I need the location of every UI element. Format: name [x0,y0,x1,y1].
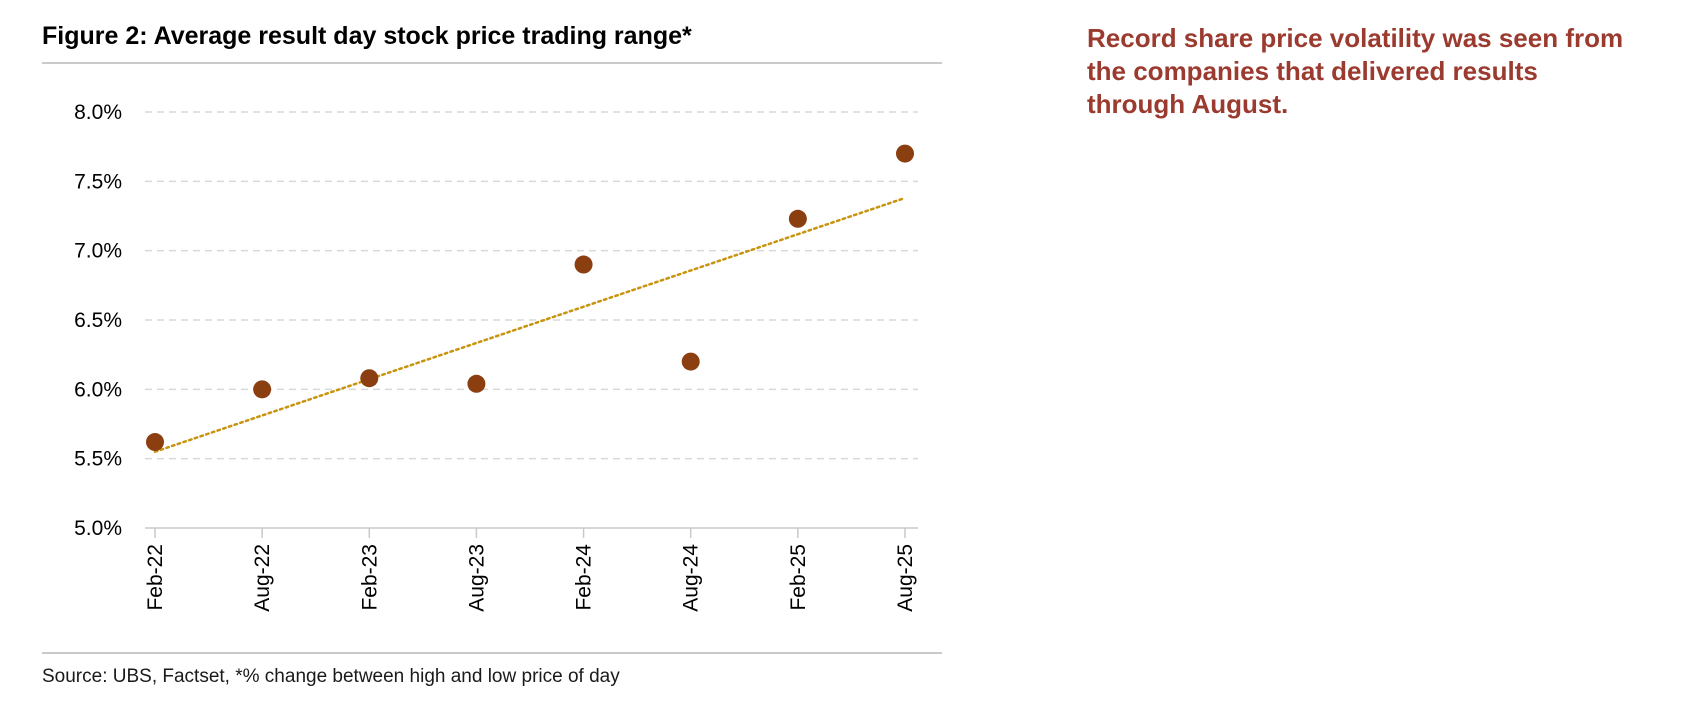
scatter-chart: 5.0% 5.5% 6.0% 6.5% 7.0% 7.5% 8.0% Feb-22 Aug-22… [74,101,918,612]
y-tick-label: 5.0% [74,517,122,540]
y-tick-label: 8.0% [74,101,122,124]
x-tick-label: Feb-22 [144,544,167,611]
callout-text: Record share price volatility was seen f… [1087,23,1624,119]
x-tick-label: Aug-24 [680,544,703,612]
trendline [153,196,907,453]
x-tick-label: Aug-23 [465,544,488,612]
x-tick-label: Feb-25 [787,544,810,611]
y-tick-label: 7.5% [74,170,122,193]
data-point [574,255,593,274]
y-tick-label: 6.5% [74,309,122,332]
x-tick-label: Feb-23 [358,544,381,611]
y-tick-label: 6.0% [74,378,122,401]
source-divider [42,652,942,654]
x-tick-label: Aug-22 [251,544,274,612]
data-point [681,352,700,371]
source-note: Source: UBS, Factset, *% change between … [42,666,620,687]
figure-title: Figure 2: Average result day stock price… [42,22,692,50]
data-point [896,144,914,163]
data-point [253,380,272,399]
data-point [467,374,486,393]
y-tick-label: 5.5% [74,448,122,471]
x-tick-label: Feb-24 [573,544,596,611]
y-tick-label: 7.0% [74,240,122,263]
data-point [788,209,807,228]
data-point [146,433,164,452]
title-divider [42,62,942,64]
data-point [360,369,379,388]
x-tick-label: Aug-25 [894,544,917,612]
